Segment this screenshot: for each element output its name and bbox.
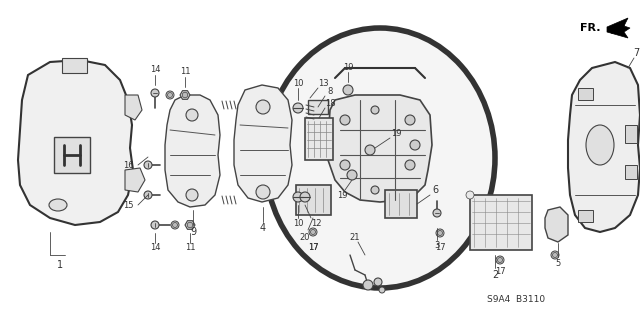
Text: 19: 19 (337, 191, 348, 201)
Circle shape (551, 251, 559, 259)
Text: 17: 17 (308, 242, 318, 251)
Text: 9: 9 (190, 227, 196, 237)
Circle shape (379, 287, 385, 293)
Circle shape (151, 89, 159, 97)
Circle shape (309, 228, 317, 236)
Text: 14: 14 (150, 65, 160, 75)
Text: 17: 17 (435, 242, 445, 251)
Text: 10: 10 (292, 219, 303, 228)
Circle shape (343, 85, 353, 95)
Polygon shape (545, 207, 568, 242)
Circle shape (374, 278, 382, 286)
FancyBboxPatch shape (625, 125, 637, 143)
Ellipse shape (265, 28, 495, 288)
Circle shape (438, 231, 442, 235)
Polygon shape (328, 95, 432, 202)
FancyBboxPatch shape (54, 137, 90, 173)
FancyBboxPatch shape (578, 210, 593, 222)
Circle shape (371, 186, 379, 194)
Polygon shape (607, 18, 630, 38)
Text: 18: 18 (324, 99, 335, 108)
Circle shape (293, 103, 303, 113)
Text: 17: 17 (308, 242, 318, 251)
Circle shape (365, 145, 375, 155)
Text: 6: 6 (432, 185, 438, 195)
Text: 14: 14 (150, 243, 160, 253)
Ellipse shape (586, 125, 614, 165)
Text: 2: 2 (492, 270, 498, 280)
Ellipse shape (466, 191, 474, 199)
Text: 10: 10 (292, 78, 303, 87)
FancyBboxPatch shape (470, 195, 532, 250)
Circle shape (405, 115, 415, 125)
FancyBboxPatch shape (296, 185, 331, 215)
Text: 3: 3 (435, 241, 440, 250)
Circle shape (371, 106, 379, 114)
Circle shape (256, 100, 270, 114)
Circle shape (144, 191, 152, 199)
Circle shape (497, 257, 502, 263)
Text: S9A4  B3110: S9A4 B3110 (487, 295, 545, 305)
FancyBboxPatch shape (62, 58, 87, 73)
Circle shape (166, 91, 174, 99)
Text: 8: 8 (327, 86, 333, 95)
Ellipse shape (49, 199, 67, 211)
Circle shape (173, 222, 177, 227)
Circle shape (151, 221, 159, 229)
Circle shape (552, 253, 557, 257)
Text: 7: 7 (633, 48, 639, 58)
FancyBboxPatch shape (305, 118, 333, 160)
Polygon shape (125, 168, 145, 192)
Text: 16: 16 (123, 160, 133, 169)
Polygon shape (234, 85, 292, 202)
Polygon shape (185, 221, 195, 229)
Circle shape (182, 92, 188, 98)
Text: 20: 20 (300, 233, 310, 241)
FancyBboxPatch shape (308, 100, 328, 114)
Text: 1: 1 (57, 260, 63, 270)
Circle shape (300, 192, 310, 202)
Polygon shape (18, 60, 133, 225)
Circle shape (293, 192, 303, 202)
Text: 19: 19 (391, 129, 401, 137)
FancyBboxPatch shape (578, 88, 593, 100)
Circle shape (310, 229, 316, 234)
Text: 11: 11 (185, 243, 195, 253)
Text: 12: 12 (311, 219, 321, 228)
Circle shape (340, 115, 350, 125)
Text: 5: 5 (556, 258, 561, 268)
Circle shape (186, 189, 198, 201)
Text: 17: 17 (495, 268, 506, 277)
Text: 13: 13 (317, 78, 328, 87)
Circle shape (496, 256, 504, 264)
Text: 4: 4 (260, 223, 266, 233)
Circle shape (256, 185, 270, 199)
Circle shape (168, 93, 173, 98)
Circle shape (363, 280, 373, 290)
Polygon shape (568, 62, 640, 232)
Circle shape (186, 109, 198, 121)
Polygon shape (125, 95, 142, 120)
Polygon shape (165, 95, 220, 207)
Circle shape (433, 209, 441, 217)
Circle shape (188, 222, 193, 228)
Text: 21: 21 (349, 233, 360, 241)
Circle shape (144, 161, 152, 169)
Text: 15: 15 (123, 201, 133, 210)
Circle shape (410, 140, 420, 150)
Circle shape (436, 229, 444, 237)
Text: 19: 19 (343, 63, 353, 71)
Circle shape (405, 160, 415, 170)
Circle shape (171, 221, 179, 229)
Text: FR.: FR. (580, 23, 600, 33)
FancyBboxPatch shape (385, 190, 417, 218)
FancyBboxPatch shape (625, 165, 637, 179)
Circle shape (340, 160, 350, 170)
Polygon shape (180, 91, 190, 99)
Circle shape (347, 170, 357, 180)
Text: 11: 11 (180, 68, 190, 77)
